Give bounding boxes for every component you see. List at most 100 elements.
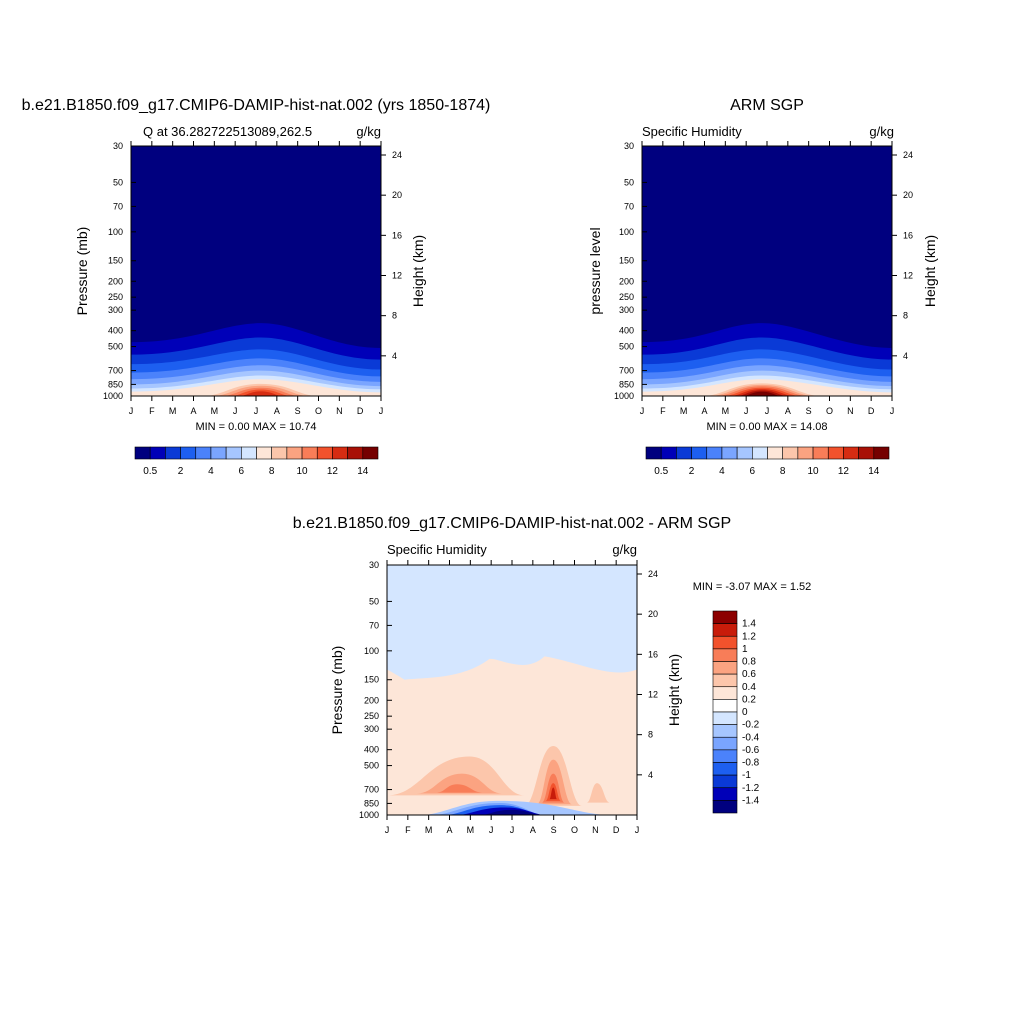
panel3-minmax-text: MIN = -3.07 MAX = 1.52 (693, 581, 812, 593)
x-tick-label: A (446, 825, 452, 835)
y-tick-label: 150 (108, 256, 123, 266)
y-tick-label: 250 (619, 292, 634, 302)
x-tick-label: A (190, 406, 196, 416)
contour-band (240, 391, 282, 396)
x-tick-label: F (660, 406, 666, 416)
y-right-tick-label: 16 (392, 230, 402, 240)
colorbar-swatch (256, 446, 272, 460)
y-right-tick-label: 20 (903, 190, 913, 200)
colorbar-swatch (210, 446, 227, 460)
x-tick-label: N (336, 406, 343, 416)
x-tick-label: N (847, 406, 854, 416)
colorbar-swatch (706, 446, 723, 460)
panel2-title: ARM SGP (730, 97, 804, 114)
colorbar-label: 0.2 (742, 694, 756, 705)
y-tick-label: 400 (108, 326, 123, 336)
colorbar-label: 4 (208, 466, 214, 477)
colorbar-swatch (782, 446, 799, 460)
colorbar-swatch (712, 762, 738, 776)
y-tick-label: 300 (108, 305, 123, 315)
colorbar-label: 4 (719, 466, 725, 477)
y-right-tick-label: 16 (903, 230, 913, 240)
colorbar-label: 2 (178, 466, 184, 477)
panel1-title: b.e21.B1850.f09_g17.CMIP6-DAMIP-hist-nat… (22, 97, 491, 114)
colorbar-swatch (712, 800, 738, 814)
panel3-title: b.e21.B1850.f09_g17.CMIP6-DAMIP-hist-nat… (293, 515, 731, 532)
colorbar-swatch (712, 711, 738, 725)
y-right-tick-label: 12 (648, 690, 658, 700)
x-tick-label: M (680, 406, 688, 416)
panel3-y-axis-right-label: Height (km) (666, 654, 682, 726)
contour-band (417, 773, 502, 794)
colorbar-swatch (873, 446, 890, 460)
panel2-contour-fill (642, 146, 892, 396)
colorbar-label: -0.4 (742, 732, 760, 743)
y-tick-label: 70 (624, 201, 634, 211)
x-tick-label: M (722, 406, 730, 416)
colorbar-swatch (812, 446, 829, 460)
colorbar-label: 0.6 (742, 669, 756, 680)
x-tick-label: D (613, 825, 620, 835)
colorbar-swatch (858, 446, 875, 460)
colorbar-label: -1.4 (742, 795, 760, 806)
colorbar-swatch (712, 699, 738, 713)
panel-difference: b.e21.B1850.f09_g17.CMIP6-DAMIP-hist-nat… (293, 515, 812, 835)
panel2-minmax-text: MIN = 0.00 MAX = 14.08 (706, 421, 827, 433)
colorbar-swatch (134, 446, 151, 460)
y-tick-label: 30 (369, 560, 379, 570)
y-right-tick-label: 24 (648, 569, 658, 579)
x-tick-label: J (254, 406, 259, 416)
x-tick-label: M (211, 406, 219, 416)
colorbar-swatch (712, 787, 738, 801)
colorbar-label: 0.5 (654, 466, 668, 477)
y-tick-label: 700 (619, 366, 634, 376)
colorbar-swatch (676, 446, 692, 460)
x-tick-label: A (530, 825, 536, 835)
colorbar-swatch (712, 623, 738, 637)
y-tick-label: 70 (369, 620, 379, 630)
colorbar-label: 10 (297, 466, 309, 477)
colorbar-swatch (767, 446, 783, 460)
colorbar-swatch (721, 446, 738, 460)
colorbar-swatch (827, 446, 844, 460)
colorbar-label: -0.2 (742, 720, 760, 731)
colorbar-swatch (712, 673, 738, 688)
contour-band (482, 809, 540, 815)
colorbar-label: 0.8 (742, 657, 756, 668)
panel1-y-axis-left: 30 50 70 100 150 200 250 300 400 500 700 850 1000 (103, 141, 136, 401)
panel2-y-axis-left: 30 50 70 100 150 200 250 300 400 500 700 850 1000 (614, 141, 647, 401)
x-tick-label: A (274, 406, 280, 416)
x-tick-label: O (315, 406, 322, 416)
panel3-y-axis-right: 24 20 16 12 8 4 (637, 569, 658, 780)
colorbar-swatch (843, 446, 859, 460)
y-tick-label: 30 (624, 141, 634, 151)
colorbar-swatch (712, 648, 738, 662)
y-right-tick-label: 8 (648, 730, 653, 740)
x-tick-label: S (806, 406, 812, 416)
x-tick-label: D (357, 406, 364, 416)
y-tick-label: 50 (113, 177, 123, 187)
colorbar-label: 10 (808, 466, 820, 477)
panel3-y-axis-label: Pressure (mb) (329, 646, 345, 735)
panel3-colorbar: 1.41.2 1 0.80.6 0.40.2 0 -0.2-0.4 -0.6 -0.8-1 -1… (712, 610, 760, 814)
x-tick-label: J (890, 406, 895, 416)
x-tick-label: J (233, 406, 238, 416)
colorbar-label: 6 (239, 466, 245, 477)
x-tick-label: S (295, 406, 301, 416)
y-tick-label: 250 (364, 711, 379, 721)
panel1-left-label: Q at 36.282722513089,262.5 (143, 124, 312, 139)
colorbar-label: -1 (742, 770, 751, 781)
panel3-units-label: g/kg (612, 542, 637, 557)
panel-model: b.e21.B1850.f09_g17.CMIP6-DAMIP-hist-nat… (22, 97, 491, 477)
colorbar-swatch (301, 446, 318, 460)
y-tick-label: 300 (619, 305, 634, 315)
y-tick-label: 100 (619, 227, 634, 237)
colorbar-label: -0.6 (742, 745, 760, 756)
colorbar-swatch (736, 446, 753, 460)
y-right-tick-label: 24 (392, 150, 402, 160)
y-tick-label: 500 (619, 342, 634, 352)
panel2-left-label: Specific Humidity (642, 124, 742, 139)
y-tick-label: 700 (364, 785, 379, 795)
x-tick-label: J (510, 825, 515, 835)
